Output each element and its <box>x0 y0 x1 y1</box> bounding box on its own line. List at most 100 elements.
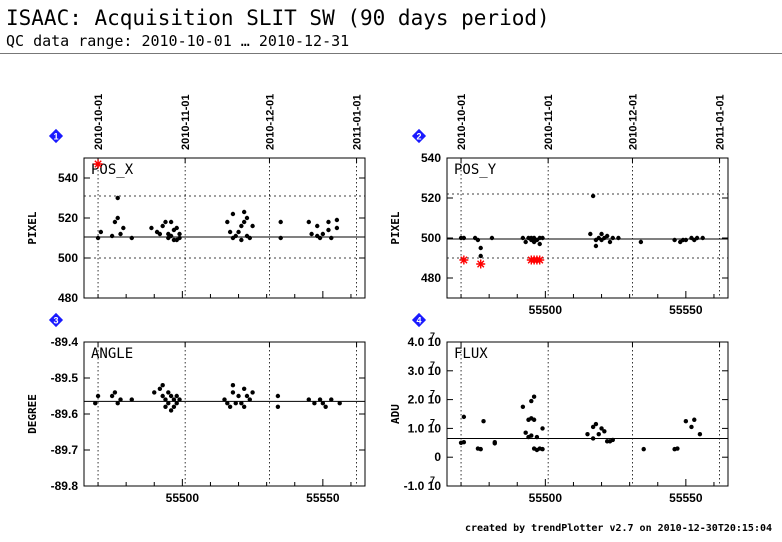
panel-3-data-point <box>157 386 163 391</box>
panel-4-ytick-exponent: 7 <box>430 417 435 427</box>
panel-3-ytick-label: -89.7 <box>51 443 79 457</box>
panel-4-label: FLUX <box>454 346 488 362</box>
panel-3-data-point <box>115 401 120 406</box>
panel-4-xtick-label: 55500 <box>529 491 563 505</box>
header-divider <box>0 53 782 54</box>
panel-1-data-point <box>317 235 323 241</box>
panel-4-badge-icon <box>411 312 427 328</box>
panel-1-ytick-label: 480 <box>58 291 78 305</box>
panel-4-data-point <box>675 446 680 451</box>
panel-1-data-point <box>168 219 174 225</box>
panel-1-data-point <box>244 215 250 221</box>
panel-4-ytick-exponent: 7 <box>430 389 435 399</box>
panel-1-data-point <box>326 227 331 233</box>
panel-3-data-point <box>323 404 328 409</box>
panel-3-data-point <box>163 404 168 409</box>
panel-4-data-point <box>683 419 689 424</box>
panel-1-data-point <box>334 225 340 231</box>
panel-1-data-point <box>278 235 283 241</box>
panel-3-data-point <box>233 401 238 406</box>
panel-4-data-point <box>461 414 467 420</box>
panel-3-label: ANGLE <box>91 346 133 362</box>
panel-2-ylabel: PIXEL <box>389 211 402 244</box>
panel-1-label: POS_X <box>91 162 134 178</box>
panel-1-data-point <box>160 223 165 229</box>
panel-3-data-point <box>275 404 281 409</box>
panel-2-label: POS_Y <box>454 162 497 178</box>
panel-4-data-point <box>692 417 697 422</box>
chart-subtitle: QC data range: 2010-10-01 … 2010-12-31 <box>6 32 350 50</box>
panel-1-data-point <box>329 235 334 241</box>
panel-2-data-point <box>523 239 528 245</box>
panel-3-data-point <box>112 390 118 395</box>
panel-4-data-point <box>590 436 596 441</box>
panel-1-date-label: 2010-12-01 <box>264 94 276 150</box>
panel-4-data-point <box>523 430 528 435</box>
panel-4-data-point <box>492 440 497 445</box>
panel-3-data-point <box>320 401 326 406</box>
panel-2-data-point <box>478 245 483 251</box>
panel-4-xtick-label: 55550 <box>669 491 703 505</box>
panel-3-data-point <box>241 404 247 409</box>
panel-3-ytick-label: -89.5 <box>51 371 79 385</box>
panel-1-data-point <box>241 209 247 215</box>
panel-4-data-point <box>540 446 545 452</box>
panel-2-frame <box>446 157 729 299</box>
panel-4-data-point <box>610 437 615 443</box>
panel-1-data-point <box>129 235 134 241</box>
panel-1-data-point <box>121 225 126 231</box>
panel-1-data-point <box>95 235 101 241</box>
panel-1-data-point <box>306 219 311 225</box>
panel-3-ytick-label: -89.8 <box>51 479 79 493</box>
panel-2-xtick-label: 55550 <box>669 303 703 317</box>
panel-1-data-point <box>278 219 283 225</box>
panel-1-ytick-label: 500 <box>58 251 78 265</box>
panel-4-data-point <box>596 431 601 437</box>
panel-1-data-point <box>225 219 230 225</box>
panel-2-data-point <box>616 235 621 241</box>
panel-4-frame <box>446 341 729 487</box>
panel-2-data-point <box>610 235 615 241</box>
panel-2-date-label: 2010-11-01 <box>543 94 555 150</box>
panel-3-data-point <box>171 397 177 402</box>
panel-1-data-point <box>157 231 163 237</box>
panel-3-badge-icon <box>48 312 64 328</box>
panel-3-data-point <box>171 404 177 409</box>
panel-3-data-point <box>306 397 311 402</box>
panel-2-data-point <box>537 241 542 247</box>
panel-2-xtick-label: 55500 <box>529 303 563 317</box>
panel-4-data-point <box>531 417 537 422</box>
panel-1-frame <box>83 157 366 299</box>
panel-3-data-point <box>109 393 115 399</box>
panel-1-data-point <box>149 225 154 231</box>
footer-credit: created by trendPlotter v2.7 on 2010-12-… <box>464 523 772 534</box>
panel-1-data-point <box>326 219 331 225</box>
panel-2-date-label: 2011-01-01 <box>715 94 727 150</box>
panel-1-data-point <box>115 215 120 221</box>
panel-4-ytick-label: -1.0 10 <box>404 479 442 493</box>
panel-2-data-point <box>694 235 700 241</box>
panel-3-data-point <box>236 393 241 399</box>
panel-4-data-point <box>531 394 537 399</box>
panel-4-ytick-exponent: 7 <box>430 475 435 485</box>
panel-2-data-point <box>520 235 526 241</box>
panel-1-badge-number: 1 <box>53 132 58 142</box>
panel-3-data-point <box>250 390 255 395</box>
panel-4-ytick-label: 2.0 10 <box>408 393 442 407</box>
panel-3-data-point <box>166 401 171 406</box>
panel-1-data-point <box>168 233 174 239</box>
panel-2-badge-icon <box>411 128 427 144</box>
panel-3-data-point <box>160 383 165 388</box>
panel-4-data-point <box>461 440 467 445</box>
panel-2-data-point <box>700 235 705 241</box>
panel-3-badge-number: 3 <box>53 316 58 326</box>
panel-2-data-point <box>599 231 604 237</box>
panel-3-data-point <box>329 397 334 402</box>
panel-4-data-point <box>602 429 607 434</box>
panel-3-data-point <box>244 393 250 399</box>
panel-4-data-point <box>593 421 599 427</box>
panel-1-data-point <box>309 231 314 237</box>
panel-3-ylabel: DEGREE <box>26 394 39 434</box>
panel-3-data-point <box>247 397 252 402</box>
panel-3-data-point <box>118 397 123 402</box>
